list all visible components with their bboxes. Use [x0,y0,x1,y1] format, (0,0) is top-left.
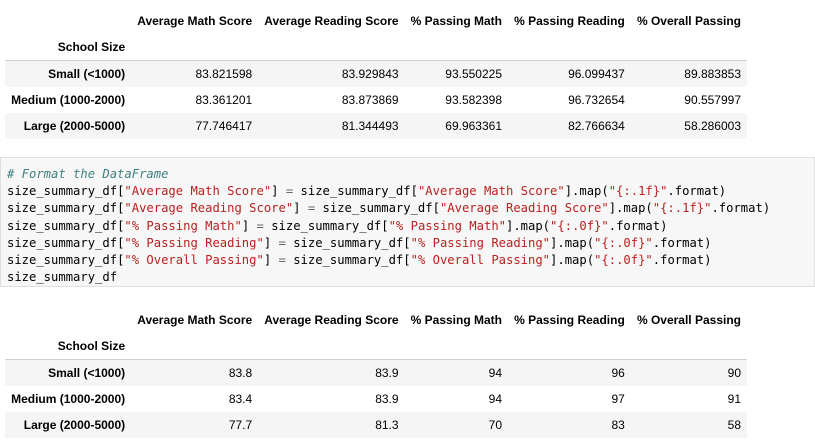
table-cell: 93.550225 [445,66,502,81]
code-line: size_summary_df["Average Reading Score"]… [7,201,771,216]
table-cell: 58 [727,417,741,432]
table-cell: 82.766634 [568,118,625,133]
row-label: Large (2000-5000) [23,118,126,133]
column-header: Average Reading Score [264,313,399,327]
code-cell-input[interactable]: # Format the DataFrame size_summary_df["… [0,157,815,287]
blank-header-cell [5,307,131,333]
column-header: % Overall Passing [636,14,741,28]
table-cell: 81.3 [375,417,399,432]
column-header: % Passing Math [410,313,502,327]
row-label: Small (<1000) [48,365,126,380]
table-cell: 83.873869 [341,92,399,107]
table-cell: 83.821598 [195,66,253,81]
table-cell: 96 [611,365,625,380]
table-row: Small (<1000) 83.821598 83.929843 93.550… [5,60,747,87]
row-label: Medium (1000-2000) [11,92,126,107]
table-row: Medium (1000-2000) 83.4 83.9 94 97 91 [5,386,747,412]
table-cell: 69.963361 [445,118,502,133]
table-cell: 83.9 [375,365,399,380]
table-cell: 77.7 [228,417,253,432]
code-line: size_summary_df["Average Math Score"] = … [7,184,727,199]
index-name-header: School Size [5,333,132,360]
table-cell: 77.746417 [195,118,253,133]
blank-header-cell [5,8,131,34]
code-comment: # Format the DataFrame [7,167,169,181]
column-header: Average Math Score [137,14,253,28]
table-row: Medium (1000-2000) 83.361201 83.873869 9… [5,87,747,113]
table-cell: 81.344493 [341,118,399,133]
table-cell: 97 [611,391,625,406]
column-header: Average Math Score [137,313,253,327]
output-dataframe-formatted: Average Math Score Average Reading Score… [5,307,747,438]
code-line: size_summary_df["% Overall Passing"] = s… [7,253,712,268]
row-label: Large (2000-5000) [23,417,126,432]
table-cell: 83.4 [228,391,253,406]
table-cell: 83.8 [228,365,253,380]
column-header: % Passing Reading [514,14,625,28]
code-line: size_summary_df["% Passing Reading"] = s… [7,235,712,250]
output-dataframe-raw: Average Math Score Average Reading Score… [5,8,747,139]
table-cell: 70 [488,417,502,432]
table-row: Large (2000-5000) 77.746417 81.344493 69… [5,112,747,139]
index-name-header: School Size [5,34,132,61]
table-cell: 94 [488,391,502,406]
code-line: size_summary_df["% Passing Math"] = size… [7,218,668,233]
code-line: size_summary_df [7,270,118,285]
table-cell: 89.883853 [684,66,741,81]
table-cell: 83.9 [375,391,399,406]
table-cell: 90.557997 [684,92,741,107]
table-cell: 83.929843 [341,66,399,81]
column-header: Average Reading Score [264,14,399,28]
column-header: % Passing Reading [514,313,625,327]
table-cell: 91 [727,391,741,406]
table-cell: 96.099437 [568,66,625,81]
table-cell: 96.732654 [568,92,625,107]
row-label: Small (<1000) [48,66,126,81]
row-label: Medium (1000-2000) [11,391,126,406]
table-cell: 58.286003 [684,118,741,133]
table-cell: 94 [488,365,502,380]
table-row: Small (<1000) 83.8 83.9 94 96 90 [5,359,747,386]
code-editor[interactable]: # Format the DataFrame size_summary_df["… [7,166,770,286]
table-cell: 83 [611,417,625,432]
table-cell: 93.582398 [445,92,502,107]
table-row: Large (2000-5000) 77.7 81.3 70 83 58 [5,411,747,438]
table-cell: 90 [727,365,741,380]
column-header: % Passing Math [410,14,502,28]
table-cell: 83.361201 [195,92,253,107]
column-header: % Overall Passing [636,313,741,327]
